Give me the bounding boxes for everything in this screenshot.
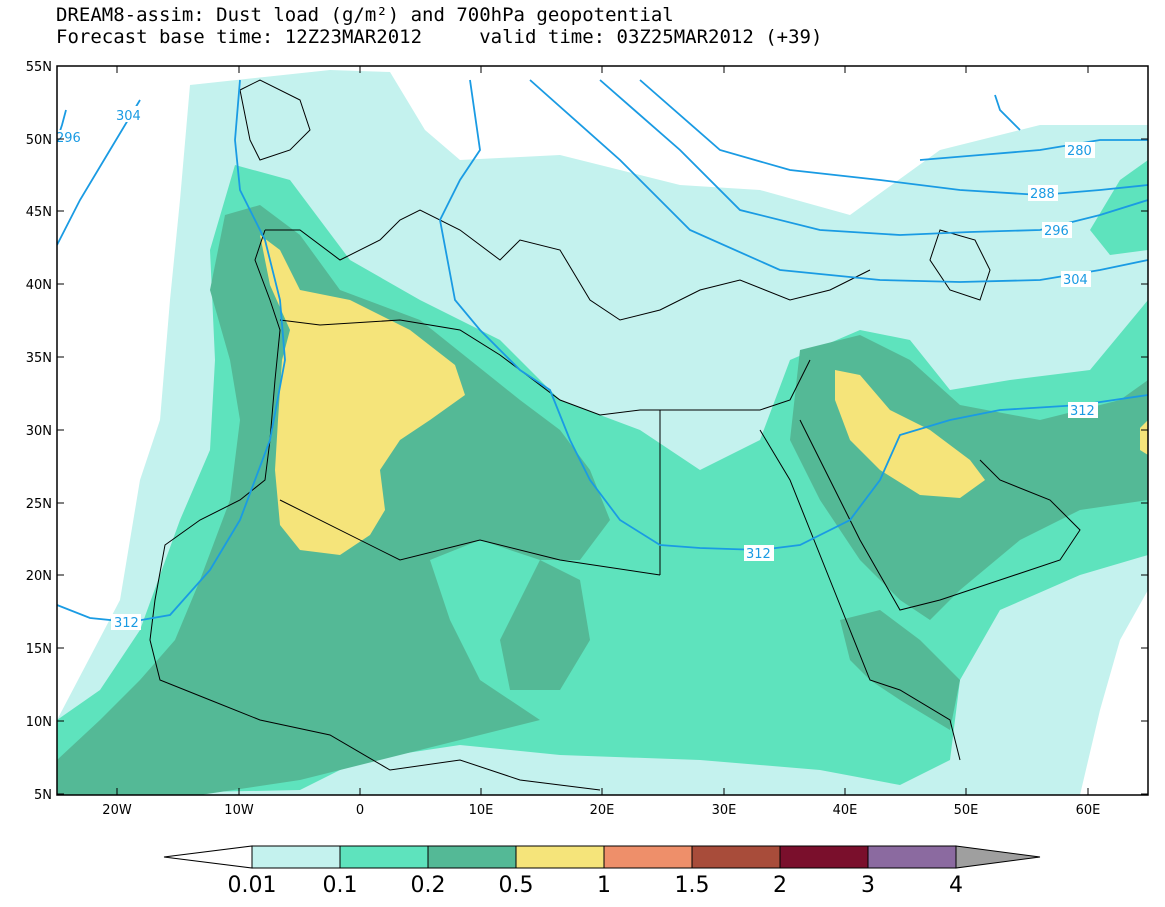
lon-label-20e: 20E [590,803,615,818]
colorbar [163,845,1041,869]
lat-label-20n: 20N [26,569,52,584]
dust-area-0.5-edge [1140,420,1148,455]
contour-label-296: 296 [1044,224,1069,239]
lat-label-45n: 45N [26,205,52,220]
dust-area-0.2-chad [500,560,590,690]
lat-label-30n: 30N [26,424,52,439]
contour-label-312-w: 312 [114,616,139,631]
colorbar-swatch-2 [779,845,869,869]
border-sahara [279,499,661,576]
lat-label-5n: 5N [34,788,52,803]
contour-288 [639,79,1148,196]
contour-label-group: 296 304 312 280 288 296 304 312 312 [54,106,1098,631]
contour-280 [919,139,1148,161]
colorbar-label-1: 1 [597,873,611,898]
lon-label-50e: 50E [954,803,979,818]
colorbar-label-0.1: 0.1 [323,873,358,898]
colorbar-label-1.5: 1.5 [675,873,710,898]
dust-area-0.5-gulf [835,370,985,498]
dust-area-0.2-horn [840,610,960,730]
colorbar-swatch-0.1 [339,845,429,869]
lon-label-0: 0 [356,803,364,818]
contour-label-304: 304 [1063,273,1088,288]
colorbar-label-3: 3 [861,873,875,898]
lat-label-55n: 55N [26,60,52,75]
dust-area-0.1-ne [1090,160,1148,255]
tick-marks [57,66,1148,795]
colorbar-swatch-3 [867,845,957,869]
lon-label-10e: 10E [469,803,494,818]
coast-uk [239,79,311,161]
lat-label-25n: 25N [26,497,52,512]
lat-labels: 5N 10N 15N 20N 25N 30N 35N 40N 45N 50N 5… [26,60,52,803]
lat-label-10n: 10N [26,715,52,730]
lon-label-10w: 10W [224,803,254,818]
title-line-1: DREAM8-assim: Dust load (g/m²) and 700hP… [56,4,674,26]
lat-label-35n: 35N [26,351,52,366]
colorbar-label-0.2: 0.2 [411,873,446,898]
coastlines [149,79,1081,791]
coast-europe [265,209,871,321]
lon-label-30e: 30E [712,803,737,818]
colorbar-labels: 0.01 0.1 0.2 0.5 1 1.5 2 3 4 [228,873,963,898]
lat-label-50n: 50N [26,133,52,148]
contour-label-312-e: 312 [1070,404,1095,419]
contour-label-280: 280 [1067,144,1092,159]
dust-fields [57,70,1148,795]
lon-label-20w: 20W [102,803,132,818]
colorbar-swatch-1.5 [691,845,781,869]
colorbar-swatch-0.5 [515,845,605,869]
lon-label-60e: 60E [1076,803,1101,818]
dust-area-0.5 [260,235,465,555]
contour-304-w [57,99,141,246]
coast-redsea [759,429,961,761]
colorbar-swatch-1 [603,845,693,869]
contour-304-ne [994,94,1021,131]
lat-label-15n: 15N [26,642,52,657]
colorbar-label-4: 4 [949,873,963,898]
contour-label-304-w: 304 [116,109,141,124]
contour-label-312-mid: 312 [746,547,771,562]
lon-labels: 20W 10W 0 10E 20E 30E 40E 50E 60E [102,803,1100,818]
contour-label-288: 288 [1030,187,1055,202]
colorbar-left-arrow [163,845,253,869]
title-line-2: Forecast base time: 12Z23MAR2012 valid t… [56,26,823,48]
colorbar-label-2: 2 [773,873,787,898]
coast-med-south [279,319,811,416]
contour-296 [599,79,1148,236]
lat-label-40n: 40N [26,278,52,293]
coast-iberia-africa [149,229,601,791]
colorbar-label-0.5: 0.5 [499,873,534,898]
colorbar-label-0.01: 0.01 [228,873,277,898]
colorbar-swatch-0.2 [427,845,517,869]
colorbar-swatch-0.01 [251,845,341,869]
colorbar-right-arrow [955,845,1041,869]
coast-caspian [929,229,991,301]
contour-label-296-w: 296 [56,131,81,146]
lon-label-40e: 40E [833,803,858,818]
